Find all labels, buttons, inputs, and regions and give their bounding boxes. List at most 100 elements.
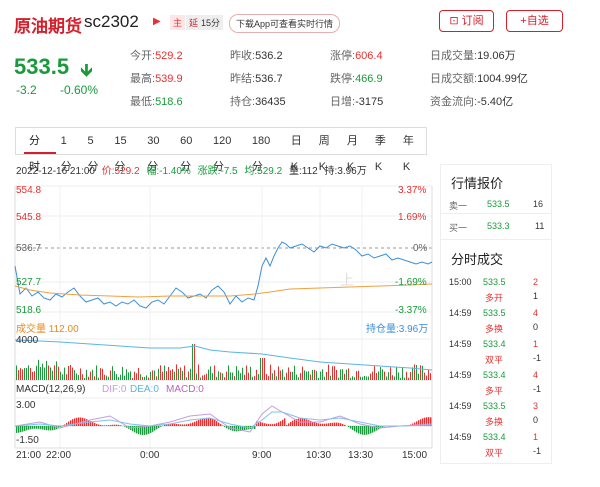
volume-bars xyxy=(16,344,431,380)
volume-bar xyxy=(192,344,193,380)
volume-bar xyxy=(278,366,279,380)
volume-bar xyxy=(210,366,211,380)
y-right-label: 3.37% xyxy=(398,185,427,196)
delay-tag: 延 15分 xyxy=(186,15,224,30)
turnover-label: 日成交额: xyxy=(430,73,478,85)
timeshare-chart[interactable]: 554.8 545.8 536.7 527.7 518.6 3.37% 1.69… xyxy=(0,176,440,466)
tab-quarter-k[interactable]: 季K xyxy=(374,135,386,173)
volume-bar xyxy=(258,374,259,380)
tab-1min[interactable]: 1分 xyxy=(60,135,72,173)
macd-bar xyxy=(100,424,102,426)
macd-bar xyxy=(150,426,152,433)
macd-bar xyxy=(290,421,292,426)
quote-side-panel: 行情报价 卖一 533.5 16 买一 533.3 11 分时成交 15:00 5… xyxy=(440,164,552,464)
macd-bar xyxy=(16,426,18,433)
volume-bar xyxy=(84,377,85,380)
prev-close-field: 昨收:536.2 xyxy=(230,47,283,63)
macd-bar xyxy=(344,424,346,426)
macd-bar xyxy=(320,423,322,426)
volume-bar xyxy=(280,370,281,380)
low-label: 最低: xyxy=(130,96,156,108)
x-tick: 10:30 xyxy=(306,450,332,461)
volume-bar xyxy=(116,374,117,380)
macd-bar xyxy=(184,424,186,426)
macd-bar xyxy=(264,423,266,426)
volume-bar xyxy=(200,377,201,380)
macd-top-tick: 3.00 xyxy=(16,400,36,411)
macd-bar xyxy=(206,417,208,426)
volume-bar xyxy=(296,374,297,380)
macd-bar xyxy=(426,417,428,426)
volume-bar xyxy=(36,365,37,380)
macd-bar xyxy=(420,419,422,426)
low-field: 最低:518.6 xyxy=(130,93,183,109)
macd-bar xyxy=(308,420,310,426)
trades-panel-title: 分时成交 xyxy=(451,252,504,267)
macd-bar xyxy=(104,425,106,426)
macd-bar xyxy=(312,421,314,426)
volume-bar xyxy=(168,366,169,380)
volume-bar xyxy=(126,369,127,380)
volume-bar xyxy=(264,358,265,380)
volume-bar xyxy=(96,365,97,380)
trade-time: 14:59 xyxy=(449,339,472,349)
volume-bar xyxy=(400,377,401,380)
volume-bar xyxy=(100,368,101,380)
macd-bar xyxy=(190,423,192,426)
subscribe-button[interactable]: ⊡ 订阅 xyxy=(439,10,494,32)
tab-5min[interactable]: 5分 xyxy=(87,135,99,173)
tab-timeshare[interactable]: 分时 xyxy=(24,128,56,173)
macd-bar xyxy=(292,420,294,426)
dif-line xyxy=(14,405,433,433)
macd-bar xyxy=(218,422,220,426)
y-left-label: 554.8 xyxy=(16,185,42,196)
tab-15min[interactable]: 15分 xyxy=(114,135,127,173)
macd-bar xyxy=(266,423,268,426)
prev-close-label: 昨收: xyxy=(230,50,256,62)
oi-field: 持仓:36435 xyxy=(230,93,286,109)
volume-bar xyxy=(290,371,291,380)
tab-year-k[interactable]: 年K xyxy=(402,135,414,173)
tab-120min[interactable]: 120分 xyxy=(212,135,232,173)
tab-week-k[interactable]: 周K xyxy=(318,135,330,173)
trade-time: 14:59 xyxy=(449,370,472,380)
volume-bar xyxy=(324,376,325,380)
volume-bar xyxy=(120,374,121,380)
download-app-button[interactable]: 下载App可查看实时行情 xyxy=(229,14,341,33)
volume-bar xyxy=(322,369,323,380)
tab-30min[interactable]: 30分 xyxy=(147,135,160,173)
macd-bar xyxy=(78,417,80,426)
trade-oi-delta: 0 xyxy=(533,322,539,332)
macd-bar xyxy=(210,418,212,426)
tab-month-k[interactable]: 月K xyxy=(346,135,358,173)
volume-bar xyxy=(158,368,159,380)
volume-bar xyxy=(292,371,293,380)
volume-bar xyxy=(230,372,231,380)
volume-bar xyxy=(390,367,391,380)
trade-qty: 4 xyxy=(533,370,539,380)
info-rise: 涨跌:-7.5 xyxy=(197,166,238,177)
volume-bar xyxy=(418,373,419,380)
macd-bar xyxy=(112,424,114,426)
trade-oi-delta: -1 xyxy=(533,353,542,363)
volume-bar xyxy=(366,376,367,380)
flag-icon: ▶ xyxy=(153,16,161,27)
volume-bar xyxy=(268,376,269,380)
volume-bar xyxy=(176,364,177,380)
macd-bar xyxy=(60,426,62,428)
macd-bar xyxy=(52,426,54,431)
dea-label: DEA:0 xyxy=(130,384,159,395)
tab-180min[interactable]: 180分 xyxy=(251,135,271,173)
limit-up-value: 606.4 xyxy=(355,50,383,62)
low-value: 518.6 xyxy=(155,96,183,108)
info-amp: 幅:-1.40% xyxy=(146,166,191,177)
volume-bar xyxy=(266,374,267,380)
add-favorite-button[interactable]: +自选 xyxy=(506,10,563,32)
volume-bar xyxy=(384,371,385,380)
macd-bar xyxy=(30,426,32,430)
y-right-label: -1.69% xyxy=(395,277,427,288)
tab-day-k[interactable]: 日K xyxy=(290,135,302,173)
tab-60min[interactable]: 60分 xyxy=(180,135,193,173)
macd-bar xyxy=(224,426,226,427)
macd-bar xyxy=(166,424,168,426)
